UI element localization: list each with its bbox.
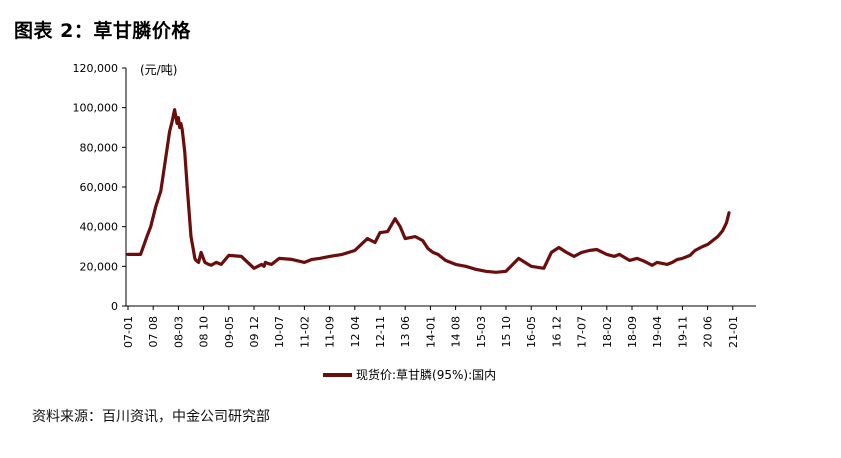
x-tick-label: 08 10: [198, 316, 211, 348]
x-tick-label: 12 04: [349, 316, 362, 348]
x-axis: 07-01 07 08 08-03 08 10 09-05 09 12 10-07 11-02…: [122, 305, 756, 348]
x-tick-label: 16-05: [525, 316, 538, 348]
x-tick-label: 12-11: [374, 316, 387, 348]
y-tick-label: 60,000: [80, 181, 119, 194]
unit-label: (元/吨): [140, 63, 177, 77]
x-tick-label: 15 10: [500, 316, 513, 348]
x-tick-label: 09 12: [248, 316, 261, 348]
x-tick-label: 08-03: [172, 316, 185, 348]
y-tick-label: 0: [111, 300, 118, 313]
x-tick-label: 15-03: [475, 316, 488, 348]
x-tick-label: 16 12: [550, 316, 563, 348]
x-tick-label: 07-01: [122, 316, 135, 348]
x-tick-label: 17-07: [576, 316, 589, 348]
x-tick-label: 19-04: [651, 316, 664, 348]
x-tick-label: 19-11: [676, 316, 689, 348]
line-chart: 020,00040,00060,00080,000100,000120,000 …: [73, 62, 756, 382]
y-tick-label: 100,000: [73, 102, 119, 115]
y-tick-label: 20,000: [80, 260, 119, 273]
x-tick-label: 18-02: [601, 316, 614, 348]
y-tick-label: 80,000: [80, 141, 119, 154]
x-tick-label: 11-09: [324, 316, 337, 348]
x-tick-label: 14 08: [450, 316, 463, 348]
series-line: [126, 108, 731, 274]
x-tick-label: 07 08: [147, 316, 160, 348]
x-tick-label: 13 06: [399, 316, 412, 348]
x-tick-label: 21-01: [727, 316, 740, 348]
x-tick-label: 20 06: [702, 316, 715, 348]
series-layer: [126, 108, 731, 274]
source-note: 资料来源：百川资讯，中金公司研究部: [32, 409, 270, 425]
x-tick-label: 11-02: [298, 316, 311, 348]
x-tick-label: 14-01: [424, 316, 437, 348]
x-tick-label: 18-09: [626, 316, 639, 348]
x-tick-label: 10-07: [273, 316, 286, 348]
figure-title: 图表 2：草甘膦价格: [14, 20, 191, 42]
x-tick-label: 09-05: [223, 316, 236, 348]
y-tick-label: 120,000: [73, 62, 119, 75]
y-axis: 0 20,000 40,000 60,000 80,000 100,000 120,000: [73, 62, 127, 313]
y-tick-label: 40,000: [80, 221, 119, 234]
legend-label: 现货价:草甘膦(95%):国内: [356, 367, 496, 382]
legend: 现货价:草甘膦(95%):国内: [323, 367, 496, 382]
